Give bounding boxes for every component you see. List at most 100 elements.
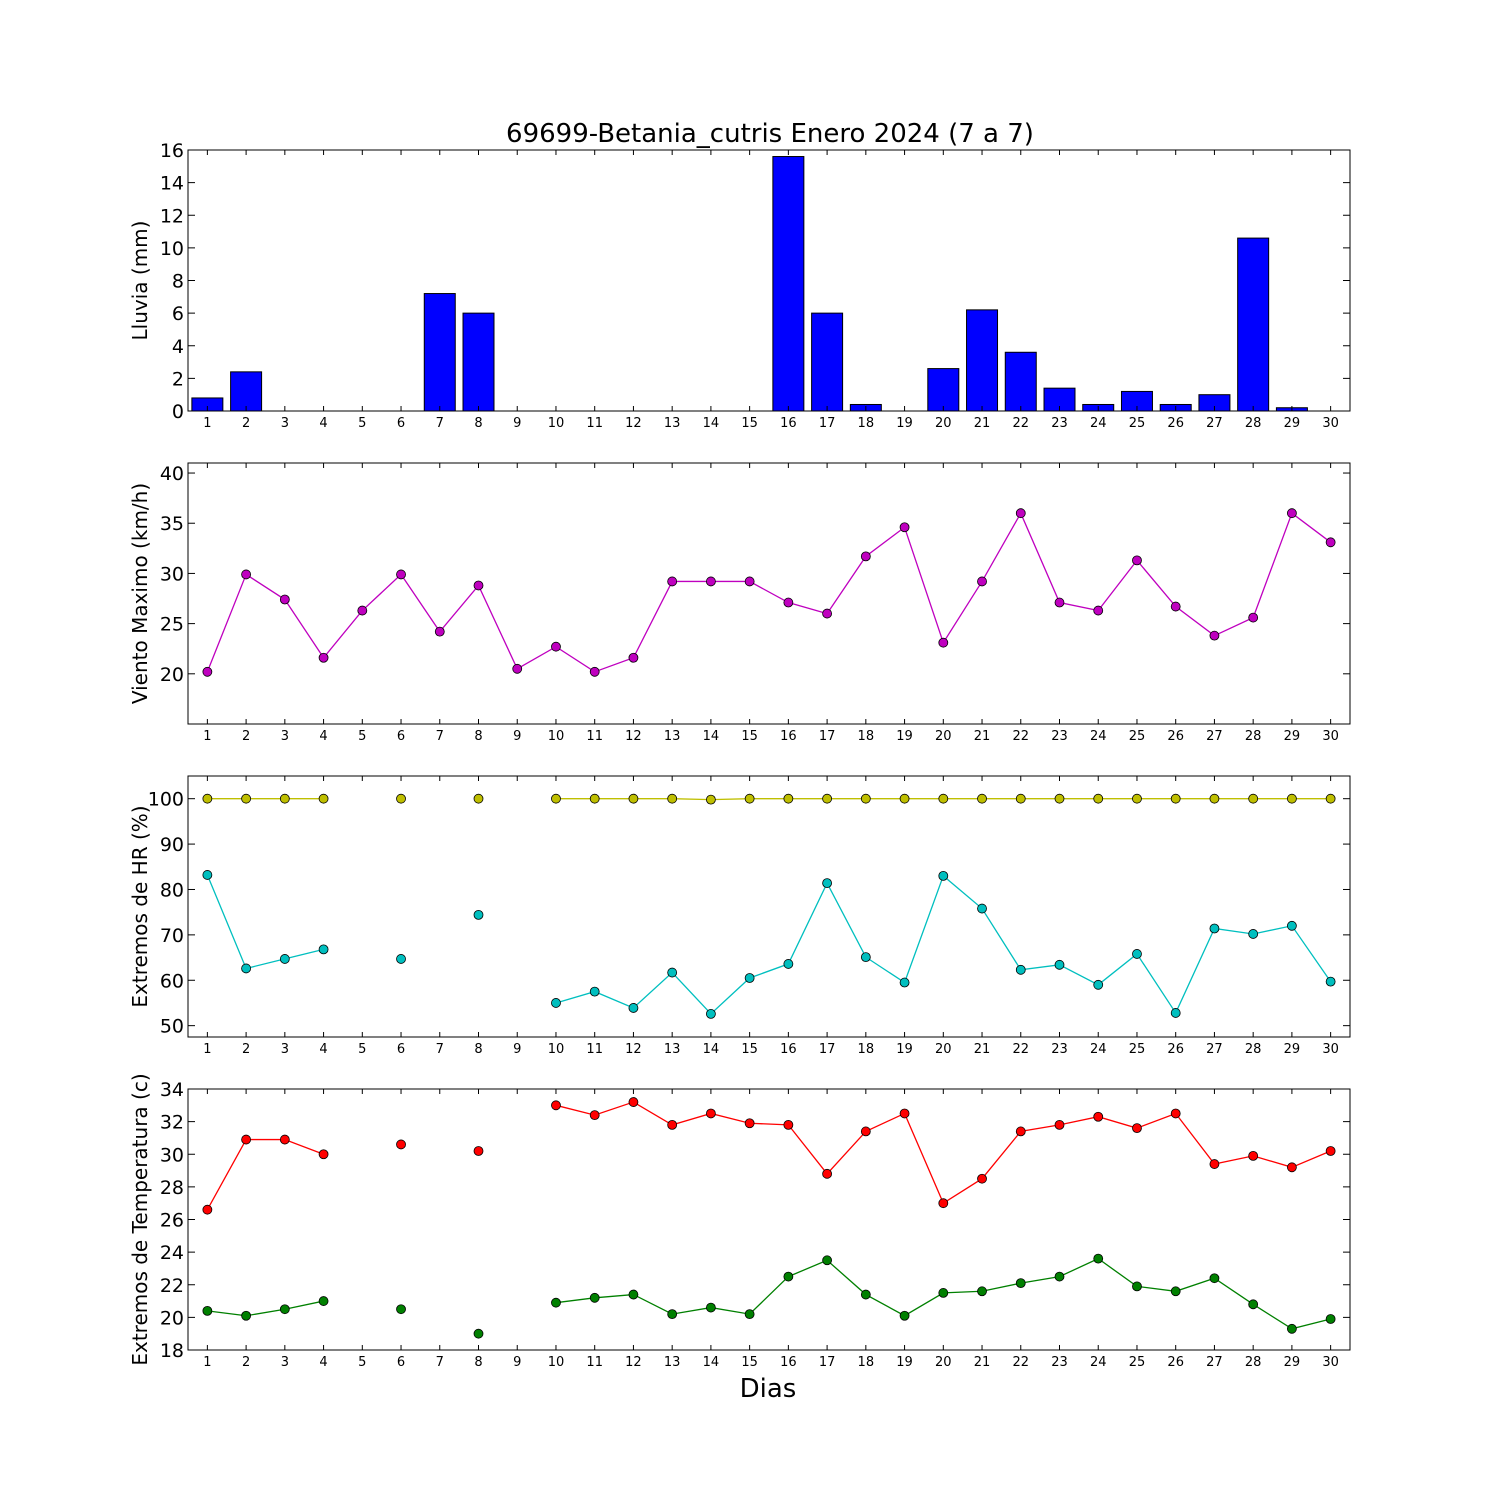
line-hr-series-1-segment-0 [206, 874, 324, 970]
point-hr-series-1-day-20 [938, 870, 949, 881]
point-temp-series-1-day-10 [551, 1297, 561, 1308]
point-temp-series-0-day-14 [706, 1108, 716, 1119]
point-temp-series-0-day-3 [279, 1134, 290, 1145]
y-tick-label-viento-30: 30 [160, 563, 184, 585]
point-viento-series-0-day-7 [434, 626, 445, 637]
point-hr-series-0-day-17 [822, 793, 832, 804]
x-tick-label-viento-6: 6 [397, 729, 405, 744]
point-viento-series-0-day-25 [1132, 555, 1142, 566]
point-viento-series-0-day-26 [1170, 601, 1181, 612]
point-temp-series-1-day-8 [473, 1328, 484, 1339]
x-tick-label-hr-27: 27 [1206, 1042, 1223, 1057]
x-tick-label-viento-13: 13 [664, 729, 681, 744]
x-tick-label-temp-25: 25 [1129, 1355, 1146, 1370]
point-hr-series-0-day-15 [744, 793, 755, 804]
point-temp-series-1-day-4 [318, 1296, 329, 1306]
y-tick-label-lluvia-16: 16 [160, 140, 184, 162]
y-tick-label-temp-24: 24 [160, 1242, 184, 1264]
point-hr-series-1-day-24 [1093, 979, 1104, 990]
point-viento-series-0-day-24 [1093, 605, 1104, 616]
y-tick-label-temp-26: 26 [160, 1210, 184, 1232]
x-tick-label-temp-29: 29 [1284, 1355, 1301, 1370]
x-tick-label-viento-20: 20 [935, 729, 952, 744]
x-tick-label-viento-18: 18 [858, 729, 875, 744]
point-hr-series-0-day-26 [1170, 793, 1181, 804]
point-temp-series-0-day-20 [938, 1198, 949, 1209]
x-axis-label: Dias [740, 1374, 797, 1404]
point-viento-series-0-day-6 [396, 569, 406, 580]
bar-lluvia-day-21 [966, 309, 999, 412]
x-tick-label-hr-6: 6 [397, 1042, 405, 1057]
bar-lluvia-day-7 [423, 293, 456, 412]
point-temp-series-1-day-2 [241, 1310, 252, 1321]
y-tick-label-lluvia-4: 4 [172, 336, 184, 358]
point-hr-series-0-day-13 [667, 793, 678, 804]
x-tick-label-temp-9: 9 [513, 1355, 521, 1370]
x-tick-label-lluvia-19: 19 [896, 416, 913, 431]
x-tick-label-viento-26: 26 [1167, 729, 1184, 744]
x-tick-label-lluvia-20: 20 [935, 416, 952, 431]
point-temp-series-0-day-29 [1287, 1162, 1297, 1173]
point-hr-series-1-day-1 [202, 870, 213, 880]
x-tick-label-temp-27: 27 [1206, 1355, 1223, 1370]
point-temp-series-1-day-15 [744, 1309, 755, 1320]
point-viento-series-0-day-28 [1248, 612, 1259, 623]
point-hr-series-1-day-18 [860, 952, 871, 963]
x-tick-label-temp-7: 7 [436, 1355, 444, 1370]
point-temp-series-1-day-30 [1325, 1314, 1336, 1324]
x-tick-label-hr-13: 13 [664, 1042, 681, 1057]
x-tick-label-hr-11: 11 [586, 1042, 603, 1057]
x-tick-label-lluvia-25: 25 [1129, 416, 1146, 431]
point-temp-series-1-day-24 [1093, 1253, 1104, 1264]
point-viento-series-0-day-8 [473, 580, 484, 591]
point-temp-series-1-day-18 [860, 1289, 871, 1300]
point-temp-series-0-day-2 [241, 1134, 252, 1145]
point-temp-series-0-day-22 [1015, 1126, 1026, 1137]
point-hr-series-0-day-16 [783, 793, 794, 804]
x-tick-label-temp-1: 1 [203, 1355, 211, 1370]
point-hr-series-0-day-22 [1015, 793, 1026, 804]
point-hr-series-1-day-4 [318, 944, 329, 955]
x-tick-label-temp-19: 19 [896, 1355, 913, 1370]
x-tick-label-temp-28: 28 [1245, 1355, 1262, 1370]
panel-temp: 1 2 3 4 5 6 7 8 9 10 11 12 13 14 15 16 17 18 19 20 21 22 23 24 2… [128, 1073, 1351, 1370]
x-tick-label-lluvia-10: 10 [548, 416, 565, 431]
y-tick-label-hr-90: 90 [160, 834, 184, 856]
point-temp-series-1-day-19 [899, 1310, 910, 1321]
x-tick-label-temp-26: 26 [1167, 1355, 1184, 1370]
point-viento-series-0-day-27 [1209, 630, 1220, 641]
point-temp-series-0-day-8 [473, 1146, 484, 1156]
x-tick-label-viento-29: 29 [1284, 729, 1301, 744]
x-tick-label-temp-18: 18 [858, 1355, 875, 1370]
point-temp-series-1-day-11 [589, 1292, 600, 1303]
point-viento-series-0-day-21 [977, 576, 987, 587]
x-tick-label-lluvia-24: 24 [1090, 416, 1107, 431]
point-hr-series-0-day-1 [202, 793, 213, 804]
point-temp-series-1-day-27 [1209, 1273, 1220, 1284]
point-viento-series-0-day-19 [899, 522, 910, 533]
x-tick-label-lluvia-1: 1 [203, 416, 211, 431]
point-hr-series-0-day-29 [1287, 793, 1297, 804]
x-tick-label-viento-9: 9 [513, 729, 521, 744]
point-temp-series-0-day-21 [977, 1173, 987, 1184]
y-tick-label-hr-70: 70 [160, 925, 184, 947]
point-temp-series-1-day-3 [279, 1304, 290, 1315]
x-tick-label-hr-15: 15 [741, 1042, 758, 1057]
point-hr-series-1-day-2 [241, 963, 252, 974]
point-temp-series-0-day-30 [1325, 1146, 1336, 1156]
x-tick-label-hr-28: 28 [1245, 1042, 1262, 1057]
point-hr-series-0-day-30 [1325, 793, 1336, 804]
y-tick-label-hr-100: 100 [148, 789, 184, 811]
y-tick-label-viento-40: 40 [160, 463, 184, 485]
point-hr-series-0-day-21 [977, 793, 987, 804]
x-tick-label-lluvia-21: 21 [974, 416, 991, 431]
x-tick-label-temp-15: 15 [741, 1355, 758, 1370]
x-tick-label-lluvia-15: 15 [741, 416, 758, 431]
x-tick-label-lluvia-6: 6 [397, 416, 405, 431]
y-tick-label-temp-20: 20 [160, 1307, 184, 1329]
point-hr-series-0-day-10 [551, 793, 561, 804]
point-viento-series-0-day-1 [202, 666, 213, 677]
y-tick-label-temp-18: 18 [160, 1340, 184, 1362]
x-tick-label-viento-3: 3 [281, 729, 289, 744]
point-hr-series-1-day-6 [396, 954, 406, 964]
